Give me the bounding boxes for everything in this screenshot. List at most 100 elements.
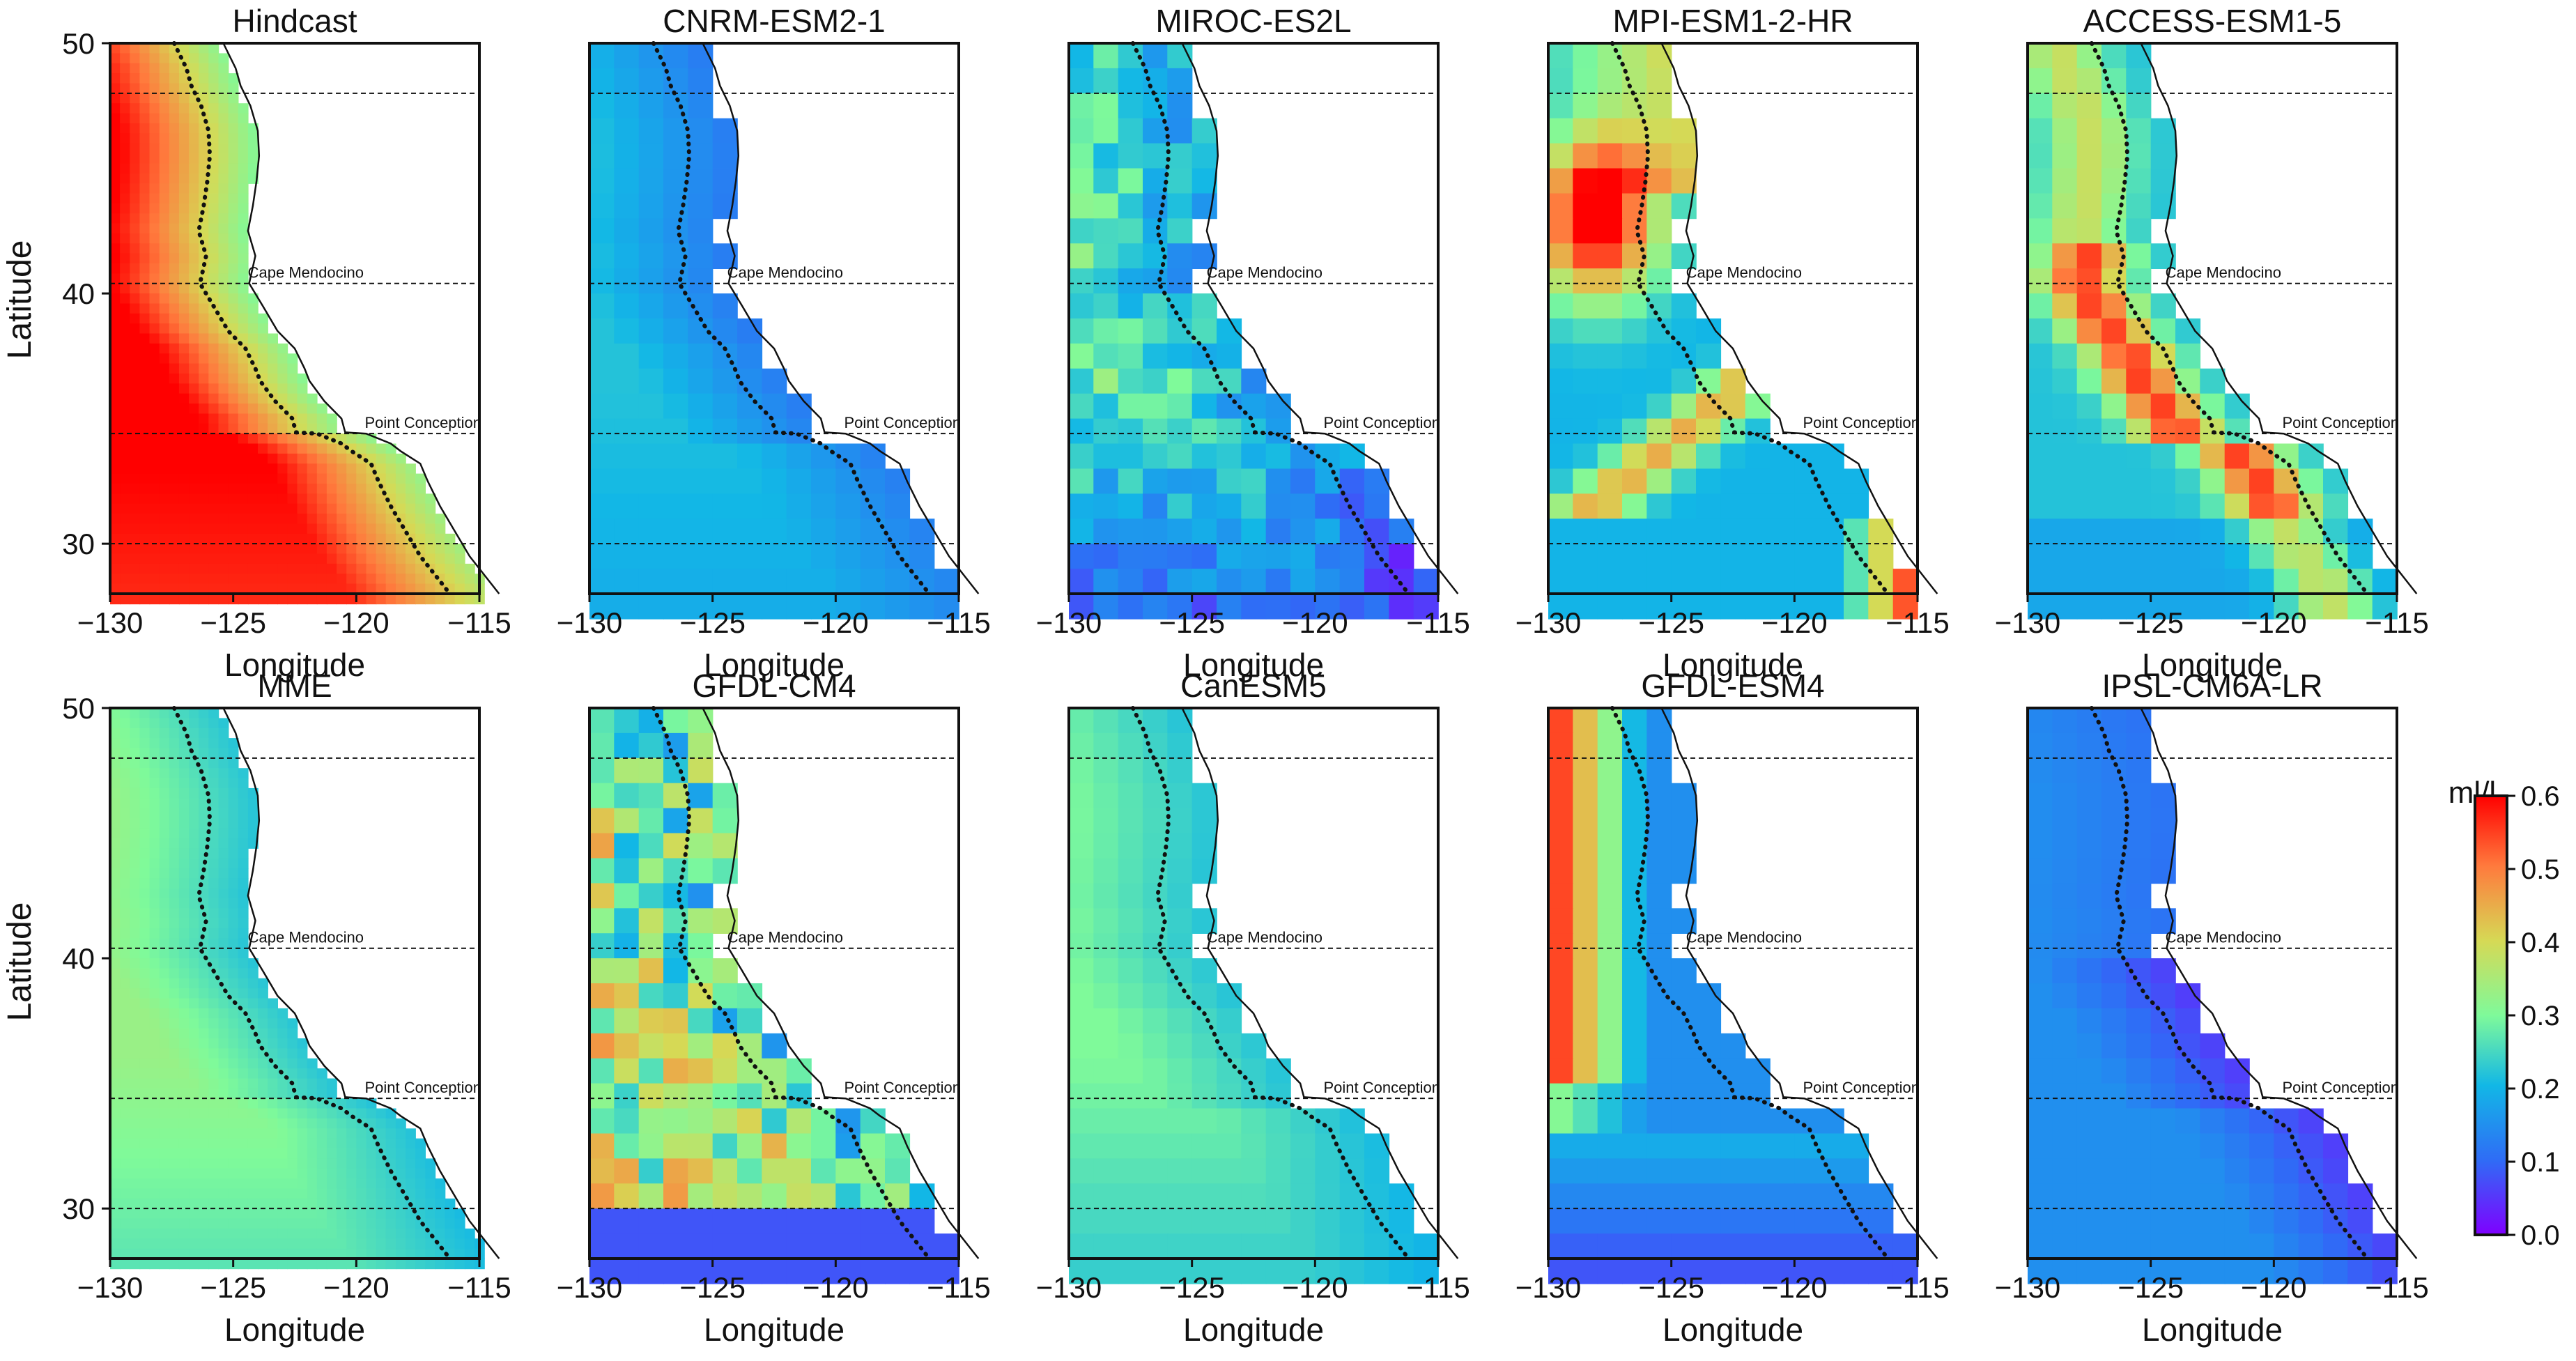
grid-cell [326, 1138, 337, 1149]
grid-cell [218, 808, 229, 819]
grid-cell [277, 1098, 288, 1109]
grid-cell [712, 1233, 738, 1259]
grid-cell [2150, 1108, 2176, 1135]
grid-cell [415, 1248, 426, 1259]
grid-cell [218, 1028, 229, 1039]
grid-cell [415, 473, 426, 484]
grid-cell [1167, 858, 1193, 884]
grid-cell [2076, 393, 2102, 420]
grid-cell [139, 173, 151, 184]
grid-cell [110, 1138, 121, 1149]
grid-cell [159, 1088, 170, 1099]
grid-cell [208, 878, 219, 889]
reference-label: Cape Mendocino [1207, 264, 1322, 282]
grid-cell [130, 968, 141, 979]
grid-cell [307, 1088, 318, 1099]
grid-cell [130, 1018, 141, 1029]
grid-cell [110, 878, 121, 889]
grid-cell [238, 293, 249, 305]
grid-cell [130, 113, 141, 124]
grid-cell [366, 1148, 377, 1160]
grid-cell [346, 453, 357, 465]
grid-cell [159, 273, 170, 284]
grid-cell [199, 473, 210, 484]
grid-cell [268, 1108, 278, 1119]
grid-cell [1548, 443, 1574, 470]
grid-cell [110, 1048, 121, 1059]
grid-cell [247, 1198, 259, 1209]
grid-cell [208, 463, 219, 475]
grid-cell [189, 718, 199, 729]
grid-cell [169, 838, 180, 849]
grid-cell [1339, 493, 1365, 520]
grid-cell [247, 1008, 259, 1020]
grid-cell [326, 1108, 337, 1119]
x-tick-label: −125 [1638, 1271, 1704, 1304]
grid-cell [178, 213, 190, 224]
grid-cell [1597, 368, 1623, 394]
grid-cell [1118, 218, 1143, 245]
grid-cell [208, 1148, 219, 1160]
grid-cell [189, 1048, 199, 1059]
grid-cell [2101, 218, 2127, 245]
grid-cell [1093, 1108, 1119, 1135]
grid-cell [445, 553, 456, 564]
grid-cell [1844, 1133, 1869, 1160]
grid-cell [199, 313, 210, 324]
panel-title: IPSL-CM6A-LR [2102, 668, 2323, 704]
grid-cell [258, 1178, 268, 1190]
grid-cell [1622, 883, 1648, 909]
grid-cell [178, 484, 190, 495]
grid-cell [277, 1208, 288, 1220]
grid-cell [139, 233, 151, 245]
grid-cell [1819, 1208, 1844, 1234]
grid-cell [1720, 1133, 1746, 1160]
grid-cell [178, 1008, 190, 1020]
grid-cell [1364, 594, 1390, 620]
grid-cell [2052, 218, 2078, 245]
grid-cell [120, 183, 130, 194]
reference-label: Point Conception [2282, 1079, 2399, 1096]
grid-cell [1622, 983, 1648, 1009]
grid-cell [159, 263, 170, 275]
grid-cell [395, 563, 406, 575]
grid-cell [1069, 468, 1095, 495]
grid-cell [1646, 833, 1672, 859]
grid-cell [258, 493, 268, 505]
grid-cell [860, 518, 886, 544]
grid-cell [2076, 958, 2102, 984]
grid-cell [712, 1259, 738, 1284]
grid-cell [2298, 468, 2324, 495]
grid-cell [2200, 1208, 2226, 1234]
grid-cell [208, 1088, 219, 1099]
grid-cell [1794, 518, 1820, 544]
grid-cell [149, 43, 160, 54]
grid-cell [228, 193, 239, 204]
grid-cell [406, 503, 416, 514]
grid-cell [228, 778, 239, 789]
grid-cell [1069, 569, 1095, 594]
grid-cell [277, 463, 288, 475]
grid-cell [326, 413, 337, 424]
grid-cell [130, 173, 141, 184]
grid-cell [120, 1248, 130, 1259]
grid-cell [1167, 1008, 1193, 1034]
grid-cell [346, 1248, 357, 1259]
grid-cell [120, 403, 130, 415]
grid-cell [120, 728, 130, 739]
grid-cell [2175, 1008, 2201, 1034]
grid-cell [277, 1188, 288, 1199]
grid-cell [238, 898, 249, 909]
grid-cell [1143, 443, 1169, 470]
grid-cell [120, 858, 130, 869]
grid-cell [110, 293, 121, 305]
grid-cell [169, 848, 180, 859]
grid-cell [149, 708, 160, 719]
grid-cell [258, 323, 268, 335]
grid-cell [589, 1208, 615, 1234]
grid-cell [1646, 908, 1672, 934]
grid-cell [326, 1248, 337, 1259]
grid-cell [228, 133, 239, 144]
grid-cell [120, 1188, 130, 1199]
grid-cell [149, 574, 160, 585]
